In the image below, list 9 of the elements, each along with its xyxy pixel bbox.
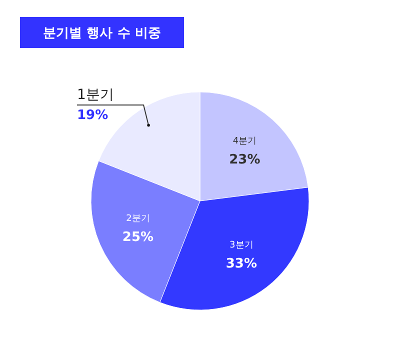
- slice-label: 2분기: [126, 214, 150, 224]
- data-label: 19%: [77, 108, 108, 123]
- slice-label: 3분기: [230, 240, 254, 250]
- slice-label: 1분기: [77, 87, 114, 103]
- data-label: 33%: [226, 256, 257, 272]
- data-label: 23%: [229, 152, 260, 168]
- data-label: 25%: [122, 230, 154, 245]
- chart-title: 분기별 행사 수 비중: [43, 26, 161, 41]
- slice-label: 4분기: [232, 136, 257, 146]
